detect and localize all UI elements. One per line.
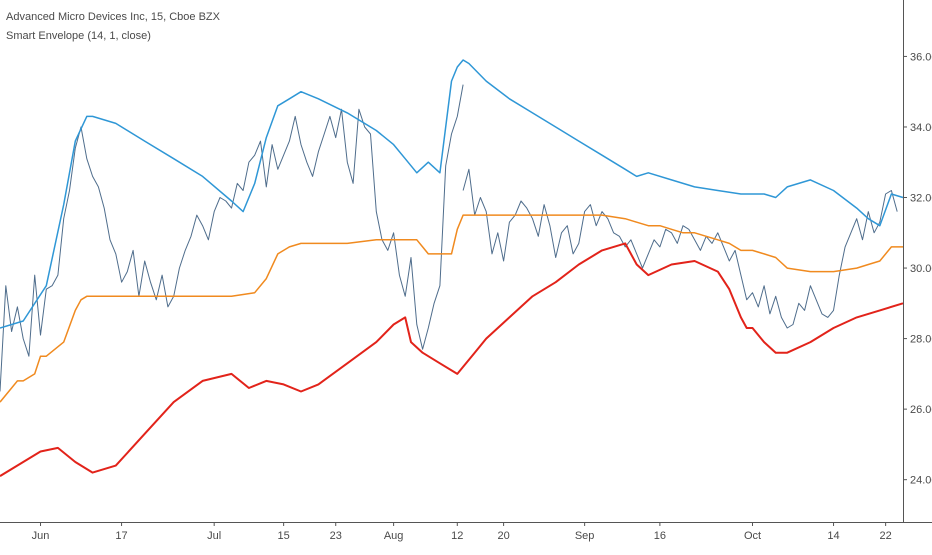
y-tick-label: 26.00 [910,404,932,416]
y-tick-label: 36.00 [910,51,932,63]
x-tick-label: Jun [32,530,50,542]
y-tick-label: 32.00 [910,193,932,205]
y-tick-label: 28.00 [910,334,932,346]
y-tick-label: 30.00 [910,263,932,275]
x-tick-label: 23 [330,530,342,542]
x-tick-label: Sep [575,530,595,542]
x-tick-label: Jul [207,530,221,542]
plot-lines [0,59,904,477]
x-tick-label: 12 [451,530,463,542]
y-tick-label: 34.00 [910,122,932,134]
indicator-label: Smart Envelope (14, 1, close) [6,30,151,42]
x-tick-label: 20 [497,530,509,542]
x-tick-label: 15 [278,530,290,542]
x-tick-label: 14 [827,530,839,542]
x-tick-label: Aug [384,530,404,542]
chart-title: Advanced Micro Devices Inc, 15, Cboe BZX [6,11,220,23]
x-tick-label: 17 [115,530,127,542]
x-axis: Jun 17 Jul 15 23 Aug 12 20 Sep 16 Oct 14 22 [0,522,932,542]
price-series-line-4 [462,168,898,329]
price-series-line-3 [0,84,464,392]
x-tick-label: 22 [880,530,892,542]
middle-series-line-1 [0,214,903,403]
y-axis: 36.00 34.00 32.00 30.00 28.00 26.00 24.00 [903,0,932,522]
lower-series-line-2 [0,242,904,477]
y-tick-label: 24.00 [910,475,932,487]
x-tick-label: Oct [744,530,761,542]
chart-legend: Advanced Micro Devices Inc, 15, Cboe BZX… [6,8,220,46]
x-tick-label: 16 [654,530,666,542]
upper-series-line-0 [0,59,904,329]
